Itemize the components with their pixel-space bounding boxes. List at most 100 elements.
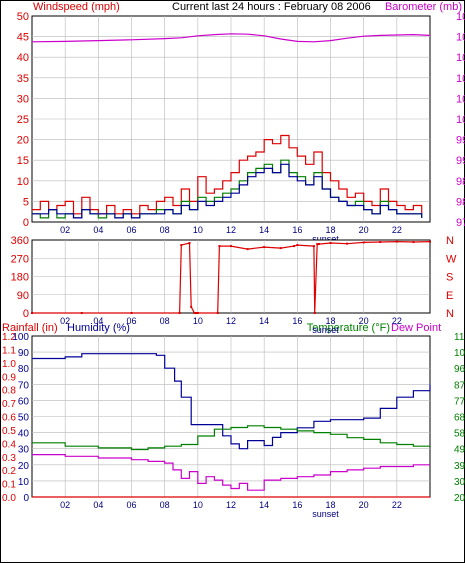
rain-tick-label: 0.3 [2,453,16,464]
x-tick-label: 02 [60,500,70,510]
x-tick-label: 06 [126,225,136,235]
direction-point [412,241,415,244]
x-tick-label: 14 [259,225,269,235]
barometer-tick-label: 996 [456,135,465,147]
temperature-tick-label: 68 [454,413,465,424]
direction-point [196,312,199,314]
rain-tick-label: 0.0 [2,493,16,504]
direction-point [188,242,191,245]
barometer-tick-label: 985 [456,176,465,188]
x-annotation-sunset: sunset [312,325,339,335]
direction-point [230,245,232,248]
direction-point [180,244,183,247]
direction-tick-label: 270 [11,253,29,265]
x-tick-label: 16 [292,316,302,326]
rain-tick-label: 1.1 [2,345,16,356]
dewpoint-axis-label: Dew Point [391,322,441,334]
direction-point [395,240,398,243]
direction-point [130,312,133,314]
barometer-tick-label: 1027 [456,11,465,23]
barometer-tick-label: 980 [456,196,465,208]
rainfall-axis-label: Rainfall (in) [2,322,58,334]
humidity-tick-label: 30 [18,445,30,456]
temperature-tick-label: 115 [454,332,465,343]
x-tick-label: 02 [60,316,70,326]
x-tick-label: 12 [226,500,236,510]
x-tick-label: 06 [126,316,136,326]
rain-tick-label: 0.6 [2,413,16,424]
x-tick-label: 08 [160,500,170,510]
temperature-f-line [32,425,430,451]
direction-point [329,242,332,245]
direction-point [379,241,382,244]
barometer-tick-label: 1017 [456,52,465,64]
humidity-tick-label: 50 [18,413,30,424]
compass-tick-label: S [446,272,453,284]
wind-tick-label: 15 [17,155,29,167]
wind-tick-label: 25 [17,114,29,126]
x-tick-label: 20 [359,316,369,326]
direction-tick-label: 0 [23,308,29,320]
x-tick-label: 14 [259,316,269,326]
temperature-tick-label: 77 [454,396,465,407]
x-tick-label: 08 [160,316,170,326]
chart-panels: 0510152025303540455097598098599199610011… [2,11,465,519]
x-tick-label: 10 [193,316,203,326]
direction-point [31,312,33,314]
direction-point [293,245,296,248]
x-tick-label: 06 [126,500,136,510]
x-tick-label: 14 [259,500,269,510]
temperature-tick-label: 96 [454,364,465,375]
temperature-tick-label: 20 [454,493,465,504]
x-tick-label: 12 [226,225,236,235]
direction-point [216,312,219,314]
compass-tick-label: N [446,308,454,320]
direction-point [80,312,83,314]
direction-tick-label: 90 [17,290,29,302]
temperature-tick-label: 30 [454,477,465,488]
temperature-axis-label: Temperature (°F) [307,322,390,334]
humidity-tick-label: 40 [18,429,30,440]
wind-tick-label: 0 [23,217,29,229]
rain-tick-label: 0.1 [2,480,16,491]
rain-tick-label: 0.5 [2,426,16,437]
barometer-tick-label: 1001 [456,114,465,126]
panel-1: 0 5 10 15 20 25 30 35 40 45 50 975 980 985 991 996 1001 1… [17,11,465,244]
temperature-tick-label: 49 [454,445,465,456]
x-tick-label: 20 [359,225,369,235]
rain-tick-label: 0.8 [2,386,16,397]
direction-point [193,312,196,314]
compass-tick-label: W [446,253,457,265]
direction-tick-label: 180 [11,272,29,284]
wind-tick-label: 30 [17,93,29,105]
x-tick-label: 02 [60,225,70,235]
temperature-tick-label: 58 [454,429,465,440]
humidity-tick-label: 0 [23,493,29,504]
x-annotation-sunset: sunset [312,234,339,244]
barometer-tick-label: 991 [456,155,465,167]
x-tick-label: 20 [359,500,369,510]
direction-point [190,305,193,308]
humidity-tick-label: 10 [18,477,30,488]
humidity-line [32,353,431,450]
x-tick-label: 10 [193,500,203,510]
barometer-tick-label: 975 [456,217,465,229]
direction-point [316,243,319,246]
direction-point [279,247,282,250]
direction-point [296,244,299,247]
rain-tick-label: 0.7 [2,399,16,410]
direction-point [178,312,181,314]
x-tick-label: 04 [93,225,103,235]
panel-3: 0.0 0.1 0.2 0.3 0.4 0.5 0.6 0.7 0.8 0.9 1.0 1.1 1.2 0… [2,332,465,519]
x-tick-label: 10 [193,225,203,235]
x-tick-label: 04 [93,500,103,510]
barometer-tick-label: 1006 [456,93,465,105]
wind-gust-line [32,134,423,215]
wind-tick-label: 20 [17,135,29,147]
wind-tick-label: 50 [17,11,29,23]
barometer-mb-line [31,33,431,43]
x-tick-label: 16 [292,500,302,510]
